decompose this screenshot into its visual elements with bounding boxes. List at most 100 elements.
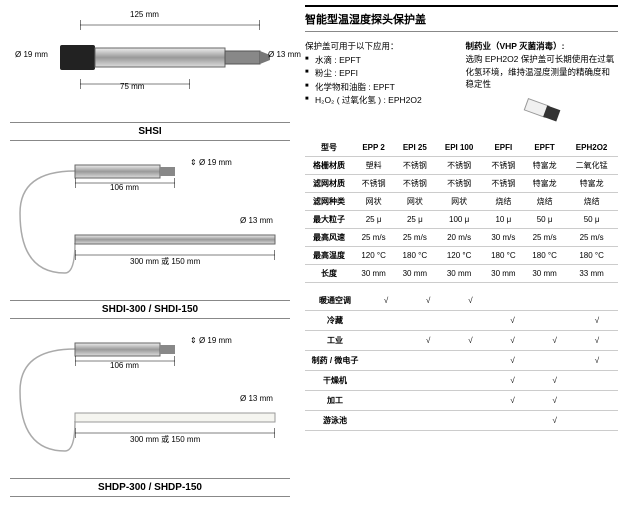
spec-cell: 网状 <box>394 193 435 211</box>
spec-table: 型号EPP 2EPI 25EPI 100EPFIEPFTEPH2O2 格栅材质塑… <box>305 139 618 283</box>
spec-cell: 烧结 <box>565 193 618 211</box>
spec-cell: 最高温度 <box>305 247 353 265</box>
spec-cell: 网状 <box>435 193 482 211</box>
app-cell: 加工 <box>305 391 365 411</box>
app-cell <box>576 371 618 391</box>
app-cell: √ <box>491 371 533 391</box>
app-cell <box>365 351 407 371</box>
app-cell: √ <box>534 391 576 411</box>
app-cell: √ <box>407 291 449 311</box>
spec-cell: 180 °C <box>394 247 435 265</box>
app-cell: √ <box>534 411 576 431</box>
bullet-item: 水滴 : EPFT <box>305 54 458 68</box>
spec-cell: 120 °C <box>353 247 394 265</box>
app-cell: √ <box>365 291 407 311</box>
app-cell <box>365 391 407 411</box>
dim-right: Ø 13 mm <box>268 50 301 59</box>
app-cell: √ <box>449 291 491 311</box>
spec-cell: 不锈钢 <box>394 175 435 193</box>
bullet-item: H₂O₂ ( 过氧化氢 ) : EPH2O2 <box>305 94 458 108</box>
spec-cell: 50 μ <box>565 211 618 229</box>
probe-body <box>60 40 270 75</box>
spec-cell: 25 μ <box>353 211 394 229</box>
pharma-title: 制药业（VHP 灭菌消毒）: <box>466 40 619 53</box>
spec-cell: 长度 <box>305 265 353 283</box>
spec-cell: 25 m/s <box>394 229 435 247</box>
app-cell <box>449 351 491 371</box>
app-cell: √ <box>491 311 533 331</box>
app-cell: 冷藏 <box>305 311 365 331</box>
spec-cell: 网状 <box>353 193 394 211</box>
spec-cell: 25 m/s <box>353 229 394 247</box>
spec-cell: 20 m/s <box>435 229 482 247</box>
spec-cell: 二氧化锰 <box>565 157 618 175</box>
section-title: 智能型温湿度探头保护盖 <box>305 5 618 32</box>
spec-cell: 100 μ <box>435 211 482 229</box>
spec-cell: 不锈钢 <box>483 175 524 193</box>
spec-cell: 特富龙 <box>524 157 565 175</box>
spec-cell: 30 mm <box>394 265 435 283</box>
app-cell: √ <box>534 331 576 351</box>
spec-cell: 最大粒子 <box>305 211 353 229</box>
app-cell <box>407 371 449 391</box>
app-cell <box>449 371 491 391</box>
intro-heading: 保护盖可用于以下应用： <box>305 40 458 54</box>
spec-cell: 特富龙 <box>565 175 618 193</box>
app-cell <box>576 391 618 411</box>
spec-header: EPP 2 <box>353 139 394 157</box>
spec-header: EPFI <box>483 139 524 157</box>
spec-header: 型号 <box>305 139 353 157</box>
dim-right: Ø 13 mm <box>240 216 273 225</box>
app-cell <box>407 351 449 371</box>
app-cell <box>449 411 491 431</box>
spec-header: EPI 100 <box>435 139 482 157</box>
spec-header: EPFT <box>524 139 565 157</box>
spec-cell: 烧结 <box>483 193 524 211</box>
dim-top: ⇕ Ø 19 mm <box>190 158 232 167</box>
app-cell <box>365 411 407 431</box>
app-cell <box>576 291 618 311</box>
app-cell: √ <box>449 331 491 351</box>
app-table: 暖通空调√√√冷藏√√工业√√√√√制药 / 微电子√√干燥机√√加工√√游泳池… <box>305 291 618 431</box>
app-cell: √ <box>407 331 449 351</box>
spec-cell: 25 m/s <box>565 229 618 247</box>
app-cell: √ <box>491 351 533 371</box>
spec-cell: 120 °C <box>435 247 482 265</box>
app-cell: √ <box>576 311 618 331</box>
spec-cell: 塑料 <box>353 157 394 175</box>
app-cell <box>365 371 407 391</box>
app-cell: √ <box>576 351 618 371</box>
spec-header: EPI 25 <box>394 139 435 157</box>
app-cell <box>407 311 449 331</box>
app-cell: √ <box>576 331 618 351</box>
spec-cell: 不锈钢 <box>394 157 435 175</box>
spec-header: EPH2O2 <box>565 139 618 157</box>
spec-cell: 特富龙 <box>524 175 565 193</box>
spec-cell: 50 μ <box>524 211 565 229</box>
dim-right: Ø 13 mm <box>240 394 273 403</box>
dim-line <box>75 178 175 188</box>
app-cell <box>449 311 491 331</box>
spec-cell: 格栅材质 <box>305 157 353 175</box>
title-shdi: SHDI-300 / SHDI-150 <box>10 300 290 319</box>
bullet-item: 粉尘 : EPFI <box>305 67 458 81</box>
app-cell <box>449 391 491 411</box>
spec-cell: 不锈钢 <box>435 175 482 193</box>
spec-cell: 25 m/s <box>524 229 565 247</box>
dim-left: Ø 19 mm <box>15 50 48 59</box>
spec-cell: 30 mm <box>353 265 394 283</box>
diagram-shdp: ⇕ Ø 19 mm 106 mm Ø 13 mm 300 mm 或 150 mm <box>10 326 290 476</box>
intro-block: 保护盖可用于以下应用： 水滴 : EPFT粉尘 : EPFI化学物和油脂 : E… <box>305 40 618 131</box>
app-cell <box>407 411 449 431</box>
dim-line <box>75 250 275 260</box>
dim-line <box>75 356 175 366</box>
title-shdp: SHDP-300 / SHDP-150 <box>10 478 290 497</box>
app-cell: √ <box>491 391 533 411</box>
spec-cell: 不锈钢 <box>483 157 524 175</box>
diagram-shdi: ⇕ Ø 19 mm 106 mm Ø 13 mm 300 mm 或 150 mm <box>10 148 290 298</box>
spec-cell: 滤网种类 <box>305 193 353 211</box>
spec-cell: 最高风速 <box>305 229 353 247</box>
spec-cell: 33 mm <box>565 265 618 283</box>
spec-cell: 180 °C <box>483 247 524 265</box>
app-cell <box>534 351 576 371</box>
